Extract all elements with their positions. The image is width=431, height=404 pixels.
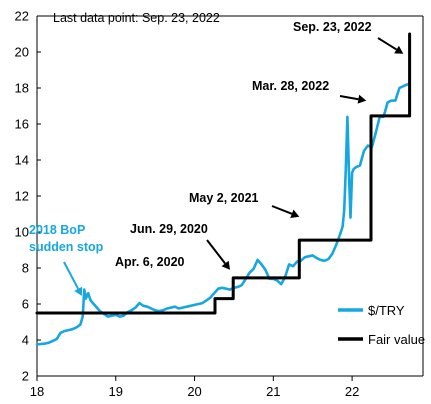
- y-tick-label: 4: [22, 333, 29, 348]
- annotation-arrowhead: [357, 94, 367, 104]
- x-tick-label: 22: [345, 384, 359, 399]
- series-layer: [35, 32, 412, 346]
- annotation-bop-line2: sudden stop: [29, 240, 104, 254]
- y-tick-label: 2: [22, 369, 29, 384]
- annotation-arrows: [63, 37, 404, 296]
- y-tick-label: 20: [15, 45, 29, 60]
- annotation-arrow: [206, 239, 226, 265]
- annotation-sep-2022: Sep. 23, 2022: [293, 20, 372, 34]
- y-tick-label: 16: [15, 117, 29, 132]
- annotation-mar-2022: Mar. 28, 2022: [252, 79, 329, 93]
- x-axis-ticks: 18 19 20 21 22: [30, 376, 359, 399]
- annotations: Sep. 23, 2022 Mar. 28, 2022 May 2, 2021 …: [29, 20, 372, 269]
- y-axis-ticks: 2 4 6 8 10 12 14 16 18 20 22: [15, 9, 41, 384]
- series-usdtry-line: [35, 83, 411, 346]
- y-tick-label: 18: [15, 81, 29, 96]
- annotation-apr-2020: Apr. 6, 2020: [115, 255, 185, 269]
- chart-note: Last data point: Sep. 23, 2022: [53, 11, 220, 25]
- y-tick-label: 6: [22, 297, 29, 312]
- legend-label-fair-value: Fair value: [368, 332, 425, 347]
- legend: $/TRY Fair value: [338, 303, 425, 347]
- legend-label-usdtry: $/TRY: [368, 303, 405, 318]
- annotation-arrow: [271, 205, 293, 215]
- y-tick-label: 10: [15, 225, 29, 240]
- x-tick-label: 21: [266, 384, 280, 399]
- annotation-arrowhead: [74, 286, 83, 296]
- annotation-arrow: [339, 95, 359, 101]
- x-tick-label: 19: [109, 384, 123, 399]
- x-tick-label: 18: [30, 384, 44, 399]
- annotation-arrowhead: [394, 45, 404, 54]
- annotation-bop-line1: 2018 BoP: [29, 223, 85, 237]
- axes: [36, 15, 424, 377]
- annotation-arrowhead: [290, 209, 300, 218]
- x-tick-label: 20: [187, 384, 201, 399]
- y-tick-label: 22: [15, 9, 29, 24]
- annotation-arrow: [377, 37, 398, 51]
- annotation-jun-2020: Jun. 29, 2020: [130, 222, 208, 236]
- y-tick-label: 8: [22, 261, 29, 276]
- y-tick-label: 14: [15, 153, 29, 168]
- annotation-arrow: [63, 261, 80, 290]
- y-tick-label: 12: [15, 189, 29, 204]
- series-fair-value-line: [35, 32, 412, 315]
- annotation-arrowhead: [221, 260, 230, 270]
- annotation-may-2021: May 2, 2021: [189, 191, 259, 205]
